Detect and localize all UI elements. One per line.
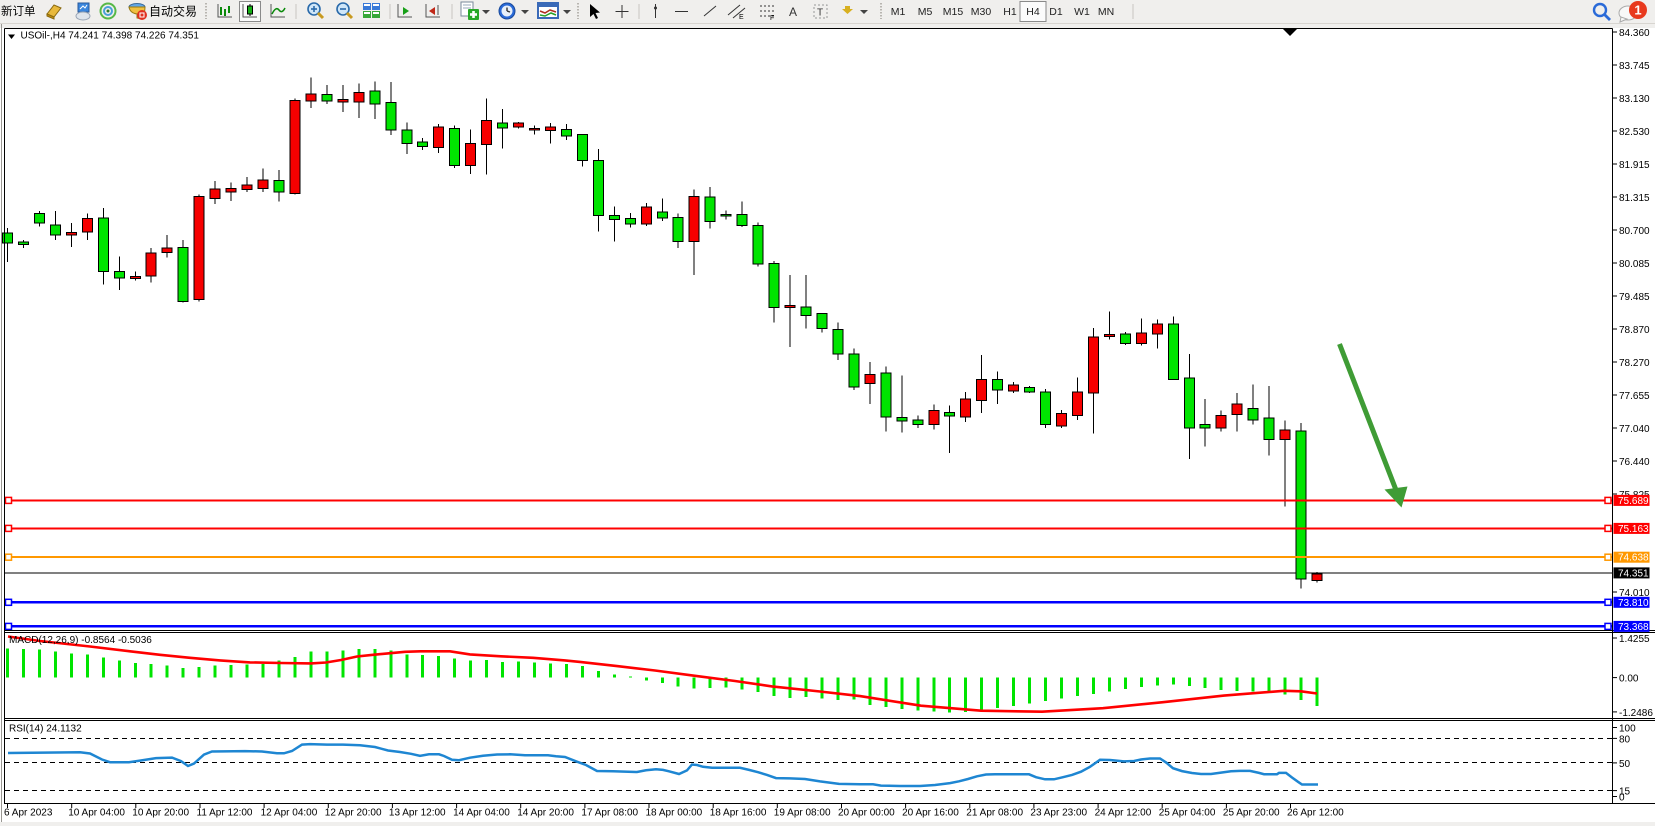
svg-text:A: A — [789, 5, 797, 19]
svg-text:H4: H4 — [1026, 6, 1040, 18]
svg-text:26 Apr 12:00: 26 Apr 12:00 — [1287, 808, 1344, 819]
svg-text:RSI(14) 24.1132: RSI(14) 24.1132 — [9, 724, 82, 735]
svg-text:74.351: 74.351 — [1618, 568, 1649, 579]
svg-text:M1: M1 — [891, 6, 906, 18]
svg-text:M15: M15 — [943, 6, 964, 18]
svg-text:80: 80 — [1619, 734, 1631, 745]
svg-text:USOil-,H4 74.241 74.398 74.22: USOil-,H4 74.241 74.398 74.226 74.351 — [21, 31, 200, 42]
svg-text:24 Apr 12:00: 24 Apr 12:00 — [1095, 808, 1152, 819]
svg-text:13 Apr 12:00: 13 Apr 12:00 — [389, 808, 446, 819]
svg-text:19 Apr 08:00: 19 Apr 08:00 — [774, 808, 831, 819]
svg-text:81.915: 81.915 — [1619, 160, 1650, 171]
svg-text:25 Apr 20:00: 25 Apr 20:00 — [1223, 808, 1280, 819]
svg-text:12 Apr 04:00: 12 Apr 04:00 — [261, 808, 318, 819]
svg-text:M5: M5 — [918, 6, 933, 18]
svg-text:F: F — [770, 15, 774, 22]
svg-text:83.130: 83.130 — [1619, 94, 1650, 105]
svg-text:12 Apr 20:00: 12 Apr 20:00 — [325, 808, 382, 819]
svg-text:78.870: 78.870 — [1619, 325, 1650, 336]
svg-text:18 Apr 16:00: 18 Apr 16:00 — [710, 808, 767, 819]
svg-text:MACD(12,26,9) -0.8564 -0.5036: MACD(12,26,9) -0.8564 -0.5036 — [9, 635, 152, 646]
svg-text:14 Apr 04:00: 14 Apr 04:00 — [453, 808, 510, 819]
svg-text:23 Apr 23:00: 23 Apr 23:00 — [1030, 808, 1087, 819]
svg-text:50: 50 — [1619, 759, 1631, 770]
svg-text:D1: D1 — [1049, 6, 1063, 18]
svg-text:M30: M30 — [971, 6, 992, 18]
svg-text:H1: H1 — [1003, 6, 1017, 18]
svg-text:0.00: 0.00 — [1619, 674, 1639, 685]
svg-text:21 Apr 08:00: 21 Apr 08:00 — [966, 808, 1023, 819]
svg-text:79.485: 79.485 — [1619, 292, 1650, 303]
svg-text:MN: MN — [1098, 6, 1114, 18]
svg-text:T: T — [817, 8, 823, 19]
svg-text:20 Apr 00:00: 20 Apr 00:00 — [838, 808, 895, 819]
svg-text:18 Apr 00:00: 18 Apr 00:00 — [646, 808, 703, 819]
svg-text:74.638: 74.638 — [1618, 553, 1649, 564]
svg-text:1.4255: 1.4255 — [1619, 634, 1650, 645]
svg-text:77.040: 77.040 — [1619, 424, 1650, 435]
svg-text:17 Apr 08:00: 17 Apr 08:00 — [581, 808, 638, 819]
svg-text:15: 15 — [1619, 787, 1631, 798]
svg-text:83.745: 83.745 — [1619, 61, 1650, 72]
svg-text:80.700: 80.700 — [1619, 226, 1650, 237]
svg-text:84.360: 84.360 — [1619, 28, 1650, 39]
svg-text:25 Apr 04:00: 25 Apr 04:00 — [1159, 808, 1216, 819]
svg-text:78.270: 78.270 — [1619, 358, 1650, 369]
svg-text:14 Apr 20:00: 14 Apr 20:00 — [517, 808, 574, 819]
svg-text:75.689: 75.689 — [1618, 496, 1649, 507]
svg-text:-1.2486: -1.2486 — [1619, 708, 1653, 719]
svg-text:0: 0 — [1619, 793, 1625, 804]
svg-text:74.010: 74.010 — [1619, 588, 1650, 599]
svg-text:10 Apr 20:00: 10 Apr 20:00 — [132, 808, 189, 819]
svg-text:77.655: 77.655 — [1619, 391, 1650, 402]
svg-text:自动交易: 自动交易 — [149, 4, 197, 19]
svg-text:E: E — [739, 14, 744, 21]
svg-text:82.530: 82.530 — [1619, 127, 1650, 138]
svg-text:10 Apr 04:00: 10 Apr 04:00 — [68, 808, 125, 819]
svg-text:11 Apr 12:00: 11 Apr 12:00 — [197, 808, 253, 819]
svg-text:6 Apr 2023: 6 Apr 2023 — [4, 808, 53, 819]
svg-text:73.368: 73.368 — [1618, 622, 1649, 633]
svg-text:20 Apr 16:00: 20 Apr 16:00 — [902, 808, 959, 819]
svg-text:81.315: 81.315 — [1619, 193, 1650, 204]
svg-text:100: 100 — [1619, 724, 1636, 735]
svg-text:73.810: 73.810 — [1618, 598, 1649, 609]
svg-text:新订单: 新订单 — [1, 4, 36, 18]
svg-text:76.440: 76.440 — [1619, 457, 1650, 468]
svg-text:1: 1 — [1634, 3, 1641, 18]
svg-text:80.085: 80.085 — [1619, 259, 1650, 270]
svg-text:W1: W1 — [1074, 6, 1090, 18]
svg-text:75.163: 75.163 — [1618, 524, 1649, 535]
